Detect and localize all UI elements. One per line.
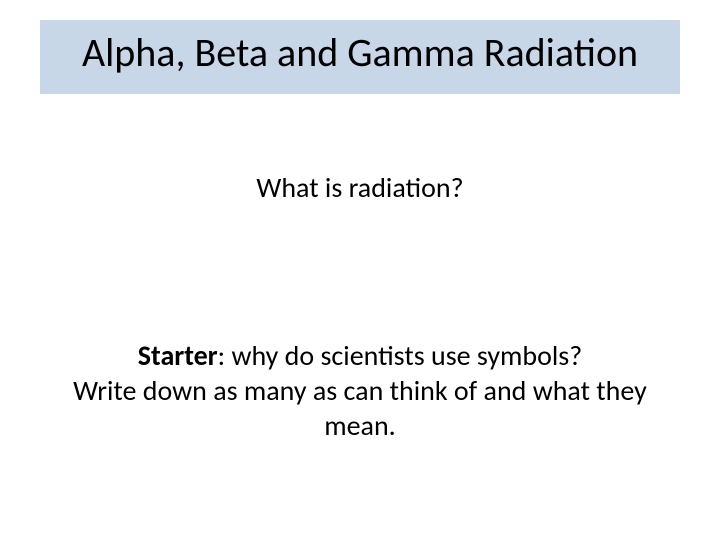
slide-container: Alpha, Beta and Gamma Radiation What is … [0,0,720,540]
slide-title: Alpha, Beta and Gamma Radiation [60,30,660,76]
slide-subtitle: What is radiation? [40,170,680,205]
starter-question: : why do scientists use symbols? [218,338,583,373]
starter-section: Starter: why do scientists use symbols? … [40,338,680,443]
title-box: Alpha, Beta and Gamma Radiation [40,20,680,94]
starter-label: Starter [138,338,218,373]
starter-instruction: Write down as many as can think of and w… [73,373,647,443]
